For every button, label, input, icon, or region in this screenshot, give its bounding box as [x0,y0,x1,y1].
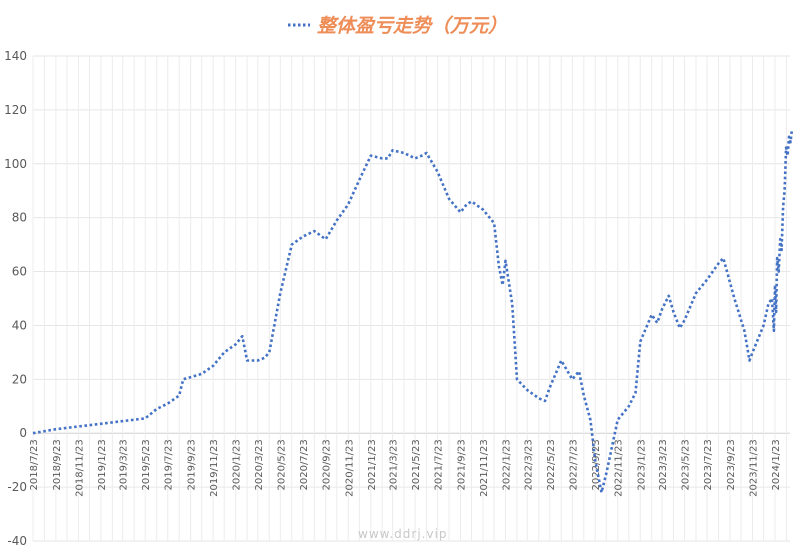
x-tick-label: 2023/9/23 [726,439,737,490]
x-tick-label: 2020/5/23 [276,439,287,490]
x-tick-label: 2018/9/23 [52,439,63,490]
x-tick-label: 2019/3/23 [119,439,130,490]
x-tick-label: 2022/5/23 [546,439,557,490]
x-tick-label: 2023/7/23 [703,439,714,490]
y-tick-label: 140 [4,49,27,63]
x-tick-label: 2019/5/23 [141,439,152,490]
x-tick-label: 2021/5/23 [411,439,422,490]
y-tick-label: 120 [4,103,27,117]
x-tick-label: 2021/1/23 [367,439,378,490]
y-tick-label: 80 [12,211,27,225]
x-tick-label: 2020/9/23 [322,439,333,490]
x-tick-label: 2023/1/23 [636,439,647,490]
x-tick-label: 2022/1/23 [502,439,513,490]
y-tick-label: -20 [7,480,27,494]
x-tick-label: 2021/9/23 [456,439,467,490]
x-tick-label: 2022/3/23 [523,439,534,490]
x-axis: 2018/7/23 2018/9/23 2018/11/23 2019/1/23 201… [29,439,782,497]
chart-title: 整体盈亏走势（万元） [317,15,507,37]
x-tick-label: 2019/11/23 [209,439,220,497]
x-tick-label: 2022/11/23 [614,439,625,497]
x-tick-label: 2018/7/23 [29,439,40,490]
x-tick-label: 2021/3/23 [389,439,400,490]
y-tick-label: 100 [4,157,27,171]
series-line [32,128,794,494]
x-tick-label: 2023/3/23 [658,439,669,490]
x-tick-label: 2019/1/23 [97,439,108,490]
x-tick-label: 2023/11/23 [748,439,759,497]
x-tick-label: 2020/11/23 [344,439,355,497]
x-tick-label: 2021/7/23 [434,439,445,490]
x-tick-label: 2020/7/23 [299,439,310,490]
x-tick-label: 2020/1/23 [232,439,243,490]
x-tick-label: 2019/9/23 [187,439,198,490]
x-tick-label: 2021/11/23 [479,439,490,497]
x-tick-label: 2018/11/23 [74,439,85,497]
chart-grid [32,55,790,542]
x-tick-label: 2022/7/23 [568,439,579,490]
y-tick-label: 40 [12,318,27,332]
y-tick-label: -40 [7,534,27,548]
watermark: www.ddrj.vip [358,527,448,541]
x-tick-label: 2020/3/23 [254,439,265,490]
x-tick-label: 2019/7/23 [164,439,175,490]
y-tick-label: 20 [12,372,27,386]
y-tick-label: 0 [19,426,27,440]
y-tick-label: 60 [12,265,27,279]
y-axis: -40 -20 0 20 40 60 80 100 120 140 [4,49,27,548]
x-tick-label: 2024/1/23 [771,439,782,490]
x-tick-label: 2023/5/23 [681,439,692,490]
chart-legend: 整体盈亏走势（万元） [288,15,507,37]
